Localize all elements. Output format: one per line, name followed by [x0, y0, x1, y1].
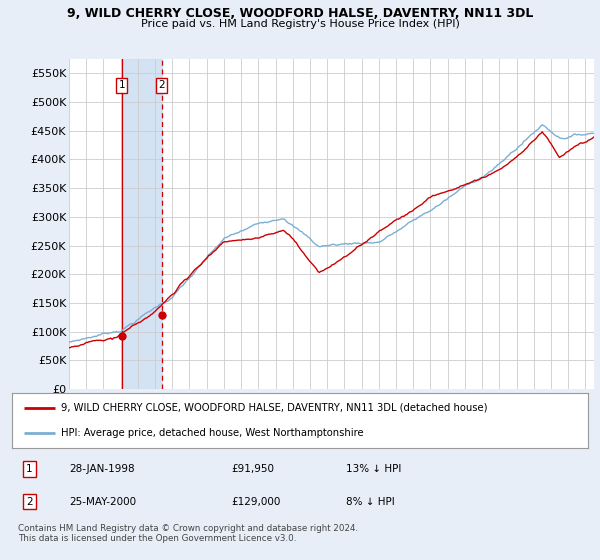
- Text: 13% ↓ HPI: 13% ↓ HPI: [346, 464, 401, 474]
- Text: £129,000: £129,000: [231, 497, 280, 507]
- Text: 9, WILD CHERRY CLOSE, WOODFORD HALSE, DAVENTRY, NN11 3DL (detached house): 9, WILD CHERRY CLOSE, WOODFORD HALSE, DA…: [61, 403, 487, 413]
- Text: 2: 2: [26, 497, 32, 507]
- Text: 1: 1: [26, 464, 32, 474]
- Text: 1: 1: [119, 80, 125, 90]
- Bar: [122, 59, 162, 389]
- Text: 25-MAY-2000: 25-MAY-2000: [70, 497, 137, 507]
- Text: 2: 2: [158, 80, 165, 90]
- Text: 8% ↓ HPI: 8% ↓ HPI: [346, 497, 395, 507]
- Text: HPI: Average price, detached house, West Northamptonshire: HPI: Average price, detached house, West…: [61, 428, 364, 438]
- Text: 9, WILD CHERRY CLOSE, WOODFORD HALSE, DAVENTRY, NN11 3DL: 9, WILD CHERRY CLOSE, WOODFORD HALSE, DA…: [67, 7, 533, 20]
- Text: £91,950: £91,950: [231, 464, 274, 474]
- Text: Price paid vs. HM Land Registry's House Price Index (HPI): Price paid vs. HM Land Registry's House …: [140, 19, 460, 29]
- Text: 28-JAN-1998: 28-JAN-1998: [70, 464, 135, 474]
- Text: Contains HM Land Registry data © Crown copyright and database right 2024.
This d: Contains HM Land Registry data © Crown c…: [18, 524, 358, 543]
